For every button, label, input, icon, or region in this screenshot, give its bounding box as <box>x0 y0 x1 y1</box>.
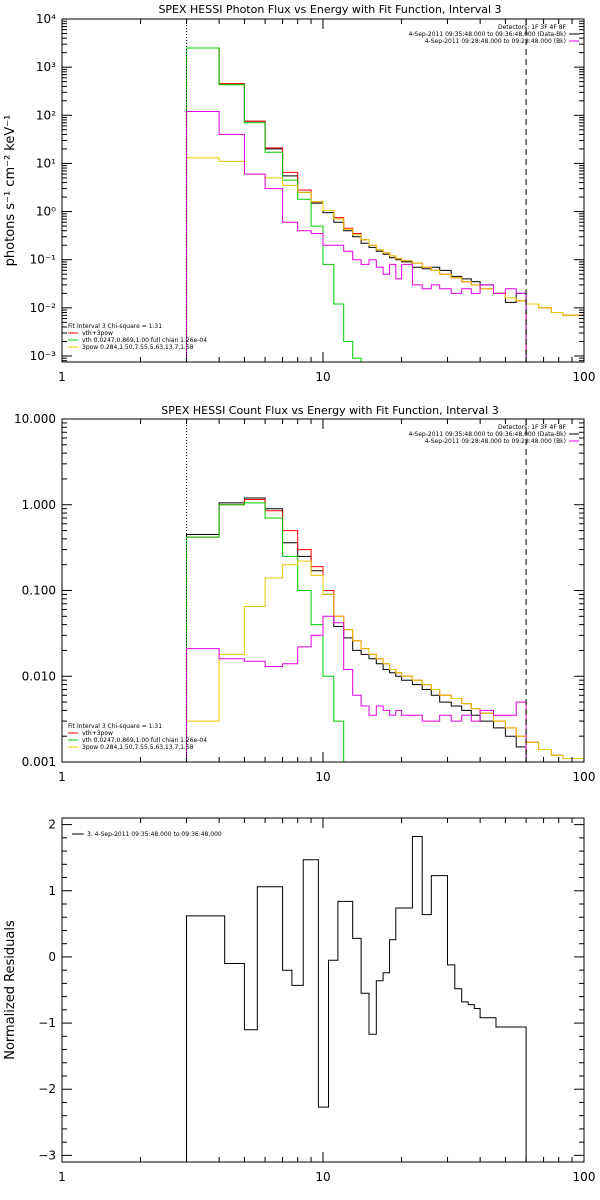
ytick-label-0: 10⁻³ <box>30 349 57 363</box>
xtick-label-0: 1 <box>58 370 66 384</box>
residuals-panel: 1 10 100 −3 −2 −1 0 1 2 Normalized Residuals 3. 4-… <box>3 817 596 1184</box>
ytick-label-1: 0.001 <box>22 755 56 769</box>
legend-top-right-0-0: Detectors: 1F 3F 4F 8F <box>498 24 567 31</box>
series-0-1 <box>186 47 585 362</box>
legend-top-right-0-1: 4-Sep-2011 09:35:48.000 to 09:36:48.000 … <box>408 31 566 38</box>
ytick-label-0: 10⁰ <box>36 205 56 219</box>
series-0-4 <box>186 111 527 362</box>
ytick-label-2: −2 <box>38 1082 56 1096</box>
ytick-label-0: 10⁴ <box>36 12 56 26</box>
series-1-3 <box>186 560 585 762</box>
photon-flux-title: SPEX HESSI Photon Flux vs Energy with Fi… <box>158 3 501 16</box>
xtick-label-0: 100 <box>573 370 596 384</box>
legend-top-right-1-2: 4-Sep-2011 09:28:48.000 to 09:28:48.000 … <box>425 438 566 445</box>
legend-fit-header-1: Fit Interval 3 Chi-square = 1.31 <box>68 723 162 730</box>
ytick-label-2: 0 <box>48 950 56 964</box>
series-1-4 <box>186 615 527 762</box>
xtick-label-1: 10 <box>315 770 330 784</box>
ytick-label-2: 2 <box>48 818 56 832</box>
ytick-label-1: 0.010 <box>22 669 56 683</box>
xtick-label-0: 10 <box>315 370 330 384</box>
legend-fit-entry-1-0: vth+3pow <box>82 730 113 737</box>
series-0-2 <box>186 47 362 362</box>
ytick-label-2: −3 <box>38 1148 56 1162</box>
plot-frame-0 <box>61 18 585 363</box>
legend-fit-entry-0-2: 3pow 0.284,1.50,7.55,5.63,13.7,1.58 <box>82 344 194 351</box>
xtick-label-2: 10 <box>315 1170 330 1184</box>
ytick-label-0: 10³ <box>36 60 56 74</box>
ytick-label-0: 10¹ <box>36 156 56 170</box>
legend-fit-entry-0-0: vth+3pow <box>82 330 113 337</box>
ytick-label-0: 10⁻² <box>30 301 57 315</box>
y-axis-label-2: Normalized Residuals <box>3 920 18 1060</box>
xtick-label-2: 1 <box>58 1170 66 1184</box>
legend-top-right-1-0: Detectors: 1F 3F 4F 8F <box>498 424 567 431</box>
ytick-label-1: 0.100 <box>22 584 56 598</box>
ytick-label-0: 10² <box>36 108 56 122</box>
ytick-label-1: 10.000 <box>14 412 56 426</box>
xtick-label-2: 100 <box>573 1170 596 1184</box>
legend-top-right-1-1: 4-Sep-2011 09:35:48.000 to 09:36:48.000 … <box>408 431 566 438</box>
series-0-0 <box>186 47 527 362</box>
xtick-label-1: 100 <box>573 770 596 784</box>
series-0-3 <box>186 157 585 362</box>
legend-top-left-2-0: 3. 4-Sep-2011 09:35:48.000 to 09:36:48.0… <box>87 831 222 838</box>
series-1-2 <box>186 502 353 763</box>
y-axis-label-0: photons s⁻¹ cm⁻² keV⁻¹ <box>3 115 18 267</box>
plot-frame-2 <box>61 817 585 1163</box>
count-flux-title: SPEX HESSI Count Flux vs Energy with Fit… <box>161 404 498 417</box>
ytick-label-1: 1.000 <box>22 498 56 512</box>
photon-flux-panel: SPEX HESSI Photon Flux vs Energy with Fi… <box>3 3 595 384</box>
series-2-0 <box>186 836 527 1162</box>
ytick-label-2: 1 <box>48 884 56 898</box>
xtick-label-1: 1 <box>58 770 66 784</box>
series-1-0 <box>186 497 527 762</box>
legend-fit-entry-0-1: vth 0.0247,0.869,1.00 full chian 1.26e-0… <box>82 337 207 344</box>
legend-fit-header-0: Fit Interval 3 Chi-square = 1.31 <box>68 323 162 330</box>
ytick-label-2: −1 <box>38 1016 56 1030</box>
ytick-label-0: 10⁻¹ <box>30 253 57 267</box>
series-1-1 <box>186 499 585 762</box>
legend-top-right-0-2: 4-Sep-2011 09:28:48.000 to 09:28:48.000 … <box>425 38 566 45</box>
count-flux-panel: SPEX HESSI Count Flux vs Energy with Fit… <box>14 404 595 784</box>
legend-fit-entry-1-1: vth 0.0247,0.869,1.00 full chian 1.26e-0… <box>82 737 207 744</box>
legend-fit-entry-1-2: 3pow 0.284,1.50,7.55,5.63,13.7,1.58 <box>82 744 194 751</box>
